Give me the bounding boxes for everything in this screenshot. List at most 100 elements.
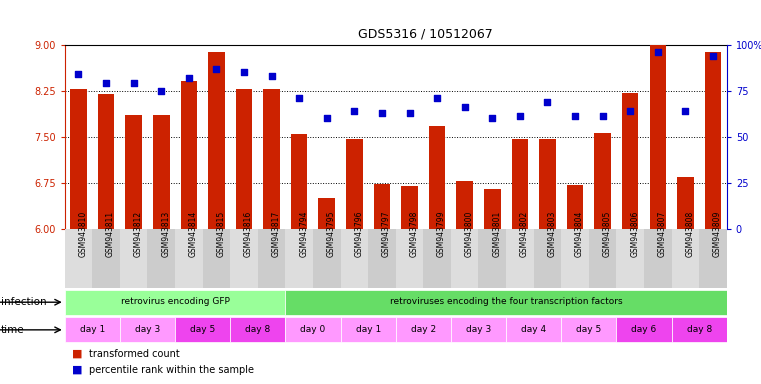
- Text: retroviruses encoding the four transcription factors: retroviruses encoding the four transcrip…: [390, 297, 622, 306]
- Bar: [230, 318, 285, 342]
- Text: GSM943795: GSM943795: [326, 210, 336, 257]
- Bar: [285, 290, 727, 314]
- Bar: [401, 187, 418, 229]
- Point: [403, 110, 416, 116]
- Text: GSM943816: GSM943816: [244, 210, 253, 257]
- Text: GSM943802: GSM943802: [520, 210, 529, 257]
- Text: retrovirus encoding GFP: retrovirus encoding GFP: [120, 297, 230, 306]
- Text: GSM943805: GSM943805: [603, 210, 612, 257]
- Bar: [368, 229, 396, 288]
- Bar: [616, 229, 644, 288]
- Point: [680, 108, 692, 114]
- Bar: [148, 229, 175, 288]
- Bar: [285, 229, 313, 288]
- Bar: [429, 126, 445, 229]
- Bar: [594, 133, 611, 229]
- Point: [155, 88, 167, 94]
- Point: [349, 108, 361, 114]
- Bar: [70, 89, 87, 229]
- Point: [293, 95, 305, 101]
- Text: infection: infection: [1, 297, 46, 307]
- Bar: [120, 229, 148, 288]
- Text: day 2: day 2: [411, 325, 436, 334]
- Text: GSM943814: GSM943814: [189, 210, 198, 257]
- Bar: [92, 229, 120, 288]
- Bar: [561, 318, 616, 342]
- Text: GSM943807: GSM943807: [658, 210, 667, 257]
- Text: day 1: day 1: [80, 325, 105, 334]
- Point: [376, 110, 388, 116]
- Text: GSM943803: GSM943803: [547, 210, 556, 257]
- Bar: [318, 198, 335, 229]
- Text: GSM943796: GSM943796: [355, 210, 363, 257]
- Bar: [457, 181, 473, 229]
- Bar: [119, 318, 175, 342]
- Text: GSM943809: GSM943809: [713, 210, 722, 257]
- Bar: [341, 229, 368, 288]
- Text: day 4: day 4: [521, 325, 546, 334]
- Text: day 5: day 5: [576, 325, 601, 334]
- Bar: [589, 229, 616, 288]
- Bar: [230, 229, 258, 288]
- Bar: [671, 229, 699, 288]
- Bar: [451, 229, 479, 288]
- Text: day 5: day 5: [190, 325, 215, 334]
- Bar: [65, 318, 119, 342]
- Text: GSM943800: GSM943800: [465, 210, 473, 257]
- Bar: [644, 229, 671, 288]
- Point: [183, 74, 195, 81]
- Text: GSM943810: GSM943810: [78, 210, 88, 257]
- Bar: [567, 185, 584, 229]
- Bar: [236, 89, 252, 229]
- Bar: [705, 52, 721, 229]
- Point: [541, 99, 553, 105]
- Bar: [396, 229, 423, 288]
- Bar: [263, 89, 280, 229]
- Text: day 8: day 8: [245, 325, 270, 334]
- Text: GSM943804: GSM943804: [575, 210, 584, 257]
- Text: GSM943817: GSM943817: [272, 210, 281, 257]
- Point: [238, 69, 250, 75]
- Point: [431, 95, 443, 101]
- Bar: [97, 94, 114, 229]
- Point: [624, 108, 636, 114]
- Bar: [153, 115, 170, 229]
- Point: [514, 113, 526, 119]
- Bar: [671, 318, 727, 342]
- Bar: [285, 318, 341, 342]
- Bar: [699, 229, 727, 288]
- Bar: [479, 229, 506, 288]
- Point: [72, 71, 84, 77]
- Bar: [533, 229, 561, 288]
- Point: [320, 115, 333, 121]
- Bar: [346, 139, 362, 229]
- Bar: [616, 318, 671, 342]
- Text: day 6: day 6: [632, 325, 657, 334]
- Bar: [65, 290, 285, 314]
- Text: GSM943794: GSM943794: [299, 210, 308, 257]
- Point: [486, 115, 498, 121]
- Text: GSM943801: GSM943801: [492, 210, 501, 257]
- Text: ■: ■: [72, 349, 83, 359]
- Bar: [202, 229, 230, 288]
- Text: day 8: day 8: [686, 325, 712, 334]
- Text: GSM943815: GSM943815: [216, 210, 225, 257]
- Text: day 3: day 3: [466, 325, 491, 334]
- Text: time: time: [1, 325, 24, 335]
- Point: [459, 104, 471, 110]
- Bar: [561, 229, 589, 288]
- Bar: [175, 318, 230, 342]
- Text: GSM943811: GSM943811: [106, 210, 115, 257]
- Text: percentile rank within the sample: percentile rank within the sample: [89, 365, 254, 375]
- Bar: [291, 134, 307, 229]
- Bar: [423, 229, 451, 288]
- Text: GSM943813: GSM943813: [161, 210, 170, 257]
- Text: day 1: day 1: [355, 325, 380, 334]
- Text: GSM943797: GSM943797: [382, 210, 391, 257]
- Text: GSM943808: GSM943808: [686, 210, 694, 257]
- Point: [707, 53, 719, 59]
- Bar: [511, 139, 528, 229]
- Point: [210, 65, 222, 71]
- Bar: [313, 229, 340, 288]
- Text: GSM943806: GSM943806: [630, 210, 639, 257]
